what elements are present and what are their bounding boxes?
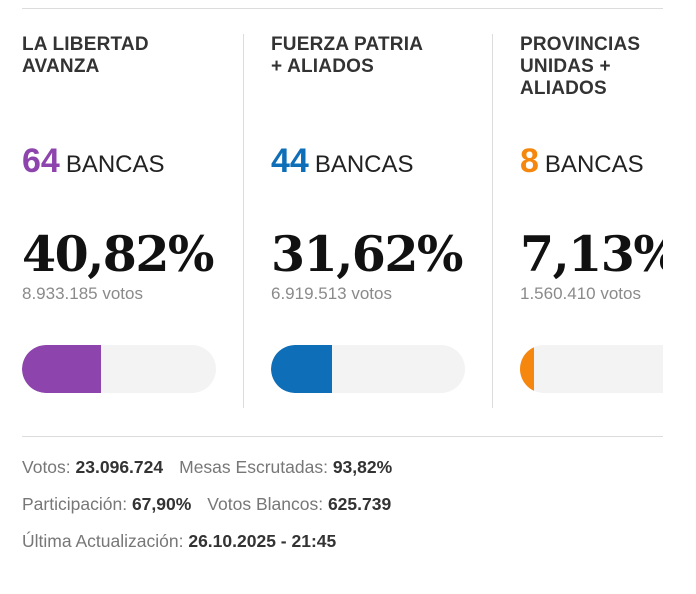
seats-label: BANCAS bbox=[65, 151, 165, 178]
stats-line-updated: Última Actualización: 26.10.2025 - 21:45 bbox=[22, 529, 682, 566]
vote-share-bar-fill bbox=[271, 345, 332, 393]
column-divider bbox=[243, 34, 244, 408]
column-divider bbox=[492, 34, 493, 408]
vote-percent: 40,82% bbox=[22, 225, 215, 283]
total-votes-label: Votos: bbox=[22, 457, 71, 477]
vote-percent: 31,62% bbox=[271, 225, 464, 283]
results-columns: LA LIBERTAD AVANZA 64 BANCAS 40,82% 8.933… bbox=[22, 34, 663, 408]
seats-count: 64 BANCAS bbox=[22, 142, 165, 181]
blank-votes-value: 625.739 bbox=[327, 494, 392, 514]
seats-count: 8 BANCAS bbox=[520, 142, 644, 181]
party-column-provincias-unidas: PROVINCIAS UNIDAS + ALIADOS 8 BANCAS 7,13… bbox=[520, 34, 663, 408]
party-name: LA LIBERTAD AVANZA bbox=[22, 34, 149, 77]
last-update-value: 26.10.2025 - 21:45 bbox=[188, 531, 337, 551]
seats-number: 44 bbox=[271, 142, 309, 180]
vote-percent: 7,13% bbox=[520, 225, 663, 283]
party-name: PROVINCIAS UNIDAS + ALIADOS bbox=[520, 34, 641, 99]
vote-share-bar-fill bbox=[520, 345, 534, 393]
party-column-la-libertad-avanza: LA LIBERTAD AVANZA 64 BANCAS 40,82% 8.933… bbox=[22, 34, 243, 408]
top-divider bbox=[22, 8, 663, 9]
tables-counted-value: 93,82% bbox=[332, 457, 393, 477]
tables-counted-label: Mesas Escrutadas: bbox=[179, 457, 328, 477]
vote-count: 6.919.513 votos bbox=[271, 284, 392, 303]
seats-label: BANCAS bbox=[314, 151, 414, 178]
stats-divider bbox=[22, 436, 663, 437]
vote-count: 8.933.185 votos bbox=[22, 284, 143, 303]
seats-count: 44 BANCAS bbox=[271, 142, 414, 181]
participation-label: Participación: bbox=[22, 494, 128, 514]
total-votes-value: 23.096.724 bbox=[75, 457, 164, 477]
seats-number: 8 bbox=[520, 142, 539, 180]
summary-stats: Votos: 23.096.724 Mesas Escrutadas: 93,82… bbox=[22, 455, 682, 566]
party-column-fuerza-patria: FUERZA PATRIA + ALIADOS 44 BANCAS 31,62% … bbox=[271, 34, 492, 408]
stats-line-participation: Participación: 67,90% Votos Blancos: 625.… bbox=[22, 492, 682, 529]
stats-line-votes: Votos: 23.096.724 Mesas Escrutadas: 93,82… bbox=[22, 455, 682, 492]
participation-value: 67,90% bbox=[131, 494, 192, 514]
vote-share-bar bbox=[520, 345, 663, 393]
last-update-label: Última Actualización: bbox=[22, 531, 184, 551]
seats-label: BANCAS bbox=[544, 151, 644, 178]
vote-count: 1.560.410 votos bbox=[520, 284, 641, 303]
party-name: FUERZA PATRIA + ALIADOS bbox=[271, 34, 424, 77]
blank-votes-label: Votos Blancos: bbox=[207, 494, 324, 514]
vote-share-bar-fill bbox=[22, 345, 101, 393]
vote-share-bar bbox=[22, 345, 216, 393]
vote-share-bar bbox=[271, 345, 465, 393]
seats-number: 64 bbox=[22, 142, 60, 180]
